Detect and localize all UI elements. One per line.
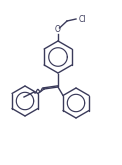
Text: O: O bbox=[55, 26, 61, 34]
Text: Cl: Cl bbox=[79, 15, 86, 23]
